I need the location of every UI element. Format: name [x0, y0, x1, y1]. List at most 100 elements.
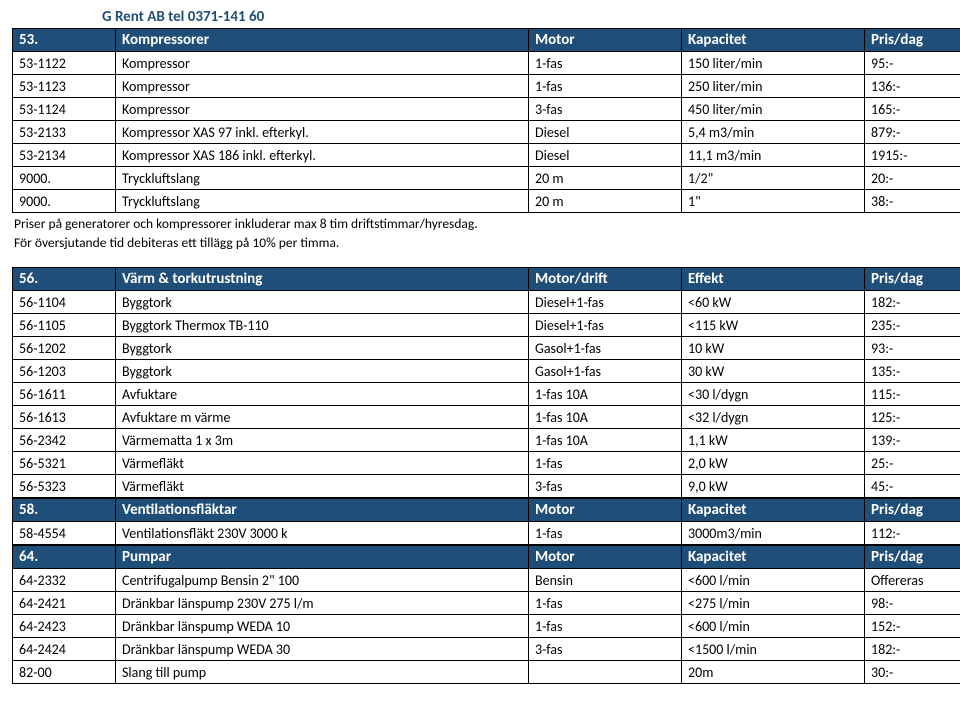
table-row: 64-2423Dränkbar länspump WEDA 101-fas<60…: [13, 615, 960, 638]
table-cell: 125:-: [865, 406, 960, 429]
table-cell: Byggtork: [116, 360, 529, 383]
table-cell: 136:-: [865, 75, 960, 98]
table-row: 9000.Tryckluftslang20 m1/2"20:-: [13, 167, 960, 190]
table-row: 53-1122Kompressor1-fas150 liter/min95:-: [13, 52, 960, 75]
table-cell: Kompressor: [116, 75, 529, 98]
table-cell: <600 l/min: [682, 569, 865, 592]
table-cell: 3000m3/min: [682, 522, 865, 545]
section-header-cell: Kapacitet: [682, 546, 865, 569]
table-cell: 64-2423: [13, 615, 116, 638]
table-cell: 56-2342: [13, 429, 116, 452]
section-header-cell: Pris/dag: [865, 268, 960, 291]
table-cell: Dränkbar länspump WEDA 10: [116, 615, 529, 638]
section-header-row: 56.Värm & torkutrustningMotor/driftEffek…: [13, 268, 960, 291]
table-cell: 1915:-: [865, 144, 960, 167]
table-cell: 38:-: [865, 190, 960, 213]
section-header-cell: Kapacitet: [682, 499, 865, 522]
table-cell: 95:-: [865, 52, 960, 75]
table-cell: 56-1611: [13, 383, 116, 406]
table-cell: 64-2421: [13, 592, 116, 615]
section-header-cell: Pris/dag: [865, 499, 960, 522]
table-cell: 20 m: [529, 167, 682, 190]
table-cell: 56-1203: [13, 360, 116, 383]
table-row: 56-2342Värmematta 1 x 3m1-fas 10A1,1 kW1…: [13, 429, 960, 452]
table-cell: 1,1 kW: [682, 429, 865, 452]
table-cell: <275 l/min: [682, 592, 865, 615]
table-cell: <32 l/dygn: [682, 406, 865, 429]
table-cell: 56-1202: [13, 337, 116, 360]
table-cell: Dränkbar länspump 230V 275 l/m: [116, 592, 529, 615]
table-row: 64-2424Dränkbar länspump WEDA 303-fas<15…: [13, 638, 960, 661]
table-cell: 182:-: [865, 291, 960, 314]
table-cell: 93:-: [865, 337, 960, 360]
table-cell: 9000.: [13, 167, 116, 190]
table-cell: Kompressor: [116, 98, 529, 121]
table-cell: 879:-: [865, 121, 960, 144]
table-cell: Slang till pump: [116, 661, 529, 684]
table-cell: Ventilationsfläkt 230V 3000 k: [116, 522, 529, 545]
table-cell: <600 l/min: [682, 615, 865, 638]
table-cell: 165:-: [865, 98, 960, 121]
table-cell: 1-fas: [529, 75, 682, 98]
price-table: 56.Värm & torkutrustningMotor/driftEffek…: [12, 267, 960, 498]
section-header-cell: 58.: [13, 499, 116, 522]
section-header-cell: Kapacitet: [682, 29, 865, 52]
table-cell: 5,4 m3/min: [682, 121, 865, 144]
table-cell: Tryckluftslang: [116, 167, 529, 190]
note-text: Priser på generatorer och kompressorer i…: [14, 215, 948, 232]
table-cell: 112:-: [865, 522, 960, 545]
table-cell: <60 kW: [682, 291, 865, 314]
table-cell: Byggtork: [116, 291, 529, 314]
note-text: För översjutande tid debiteras ett tillä…: [14, 234, 948, 251]
section-header-cell: Motor: [529, 29, 682, 52]
table-cell: 10 kW: [682, 337, 865, 360]
table-cell: 9,0 kW: [682, 475, 865, 498]
table-cell: Avfuktare m värme: [116, 406, 529, 429]
table-row: 53-2134Kompressor XAS 186 inkl. efterkyl…: [13, 144, 960, 167]
table-cell: Gasol+1-fas: [529, 360, 682, 383]
table-row: 56-5321Värmefläkt1-fas2,0 kW25:-: [13, 452, 960, 475]
table-cell: 45:-: [865, 475, 960, 498]
table-cell: Diesel: [529, 121, 682, 144]
table-cell: Centrifugalpump Bensin 2" 100: [116, 569, 529, 592]
table-cell: 3-fas: [529, 638, 682, 661]
table-row: 56-1105Byggtork Thermox TB-110Diesel+1-f…: [13, 314, 960, 337]
table-cell: Diesel+1-fas: [529, 291, 682, 314]
table-cell: 53-1123: [13, 75, 116, 98]
table-row: 53-1123Kompressor1-fas250 liter/min136:-: [13, 75, 960, 98]
table-cell: 20m: [682, 661, 865, 684]
table-cell: Diesel: [529, 144, 682, 167]
section-header-cell: 53.: [13, 29, 116, 52]
table-row: 53-2133Kompressor XAS 97 inkl. efterkyl.…: [13, 121, 960, 144]
table-row: 56-1203ByggtorkGasol+1-fas30 kW135:-: [13, 360, 960, 383]
table-cell: 1": [682, 190, 865, 213]
table-row: 53-1124Kompressor3-fas450 liter/min165:-: [13, 98, 960, 121]
table-cell: 150 liter/min: [682, 52, 865, 75]
table-cell: Dränkbar länspump WEDA 30: [116, 638, 529, 661]
table-cell: 1-fas 10A: [529, 383, 682, 406]
table-cell: 56-1613: [13, 406, 116, 429]
table-row: 56-1611Avfuktare1-fas 10A<30 l/dygn115:-: [13, 383, 960, 406]
table-cell: 3-fas: [529, 475, 682, 498]
section-header-cell: Pris/dag: [865, 29, 960, 52]
price-table: 53.KompressorerMotorKapacitetPris/dag53-…: [12, 28, 960, 213]
table-cell: 1-fas 10A: [529, 429, 682, 452]
table-cell: 30 kW: [682, 360, 865, 383]
table-cell: Tryckluftslang: [116, 190, 529, 213]
section-header-cell: 56.: [13, 268, 116, 291]
section-header-row: 64.PumparMotorKapacitetPris/dag: [13, 546, 960, 569]
table-cell: 53-2133: [13, 121, 116, 144]
table-row: 56-1104ByggtorkDiesel+1-fas<60 kW182:-: [13, 291, 960, 314]
table-cell: 135:-: [865, 360, 960, 383]
table-cell: 2,0 kW: [682, 452, 865, 475]
table-cell: Diesel+1-fas: [529, 314, 682, 337]
table-cell: 64-2424: [13, 638, 116, 661]
table-cell: 1-fas: [529, 522, 682, 545]
table-cell: Värmematta 1 x 3m: [116, 429, 529, 452]
table-cell: 182:-: [865, 638, 960, 661]
table-cell: Kompressor XAS 186 inkl. efterkyl.: [116, 144, 529, 167]
table-cell: 56-1104: [13, 291, 116, 314]
table-cell: 20 m: [529, 190, 682, 213]
section-header-cell: Motor: [529, 546, 682, 569]
table-cell: 1-fas 10A: [529, 406, 682, 429]
